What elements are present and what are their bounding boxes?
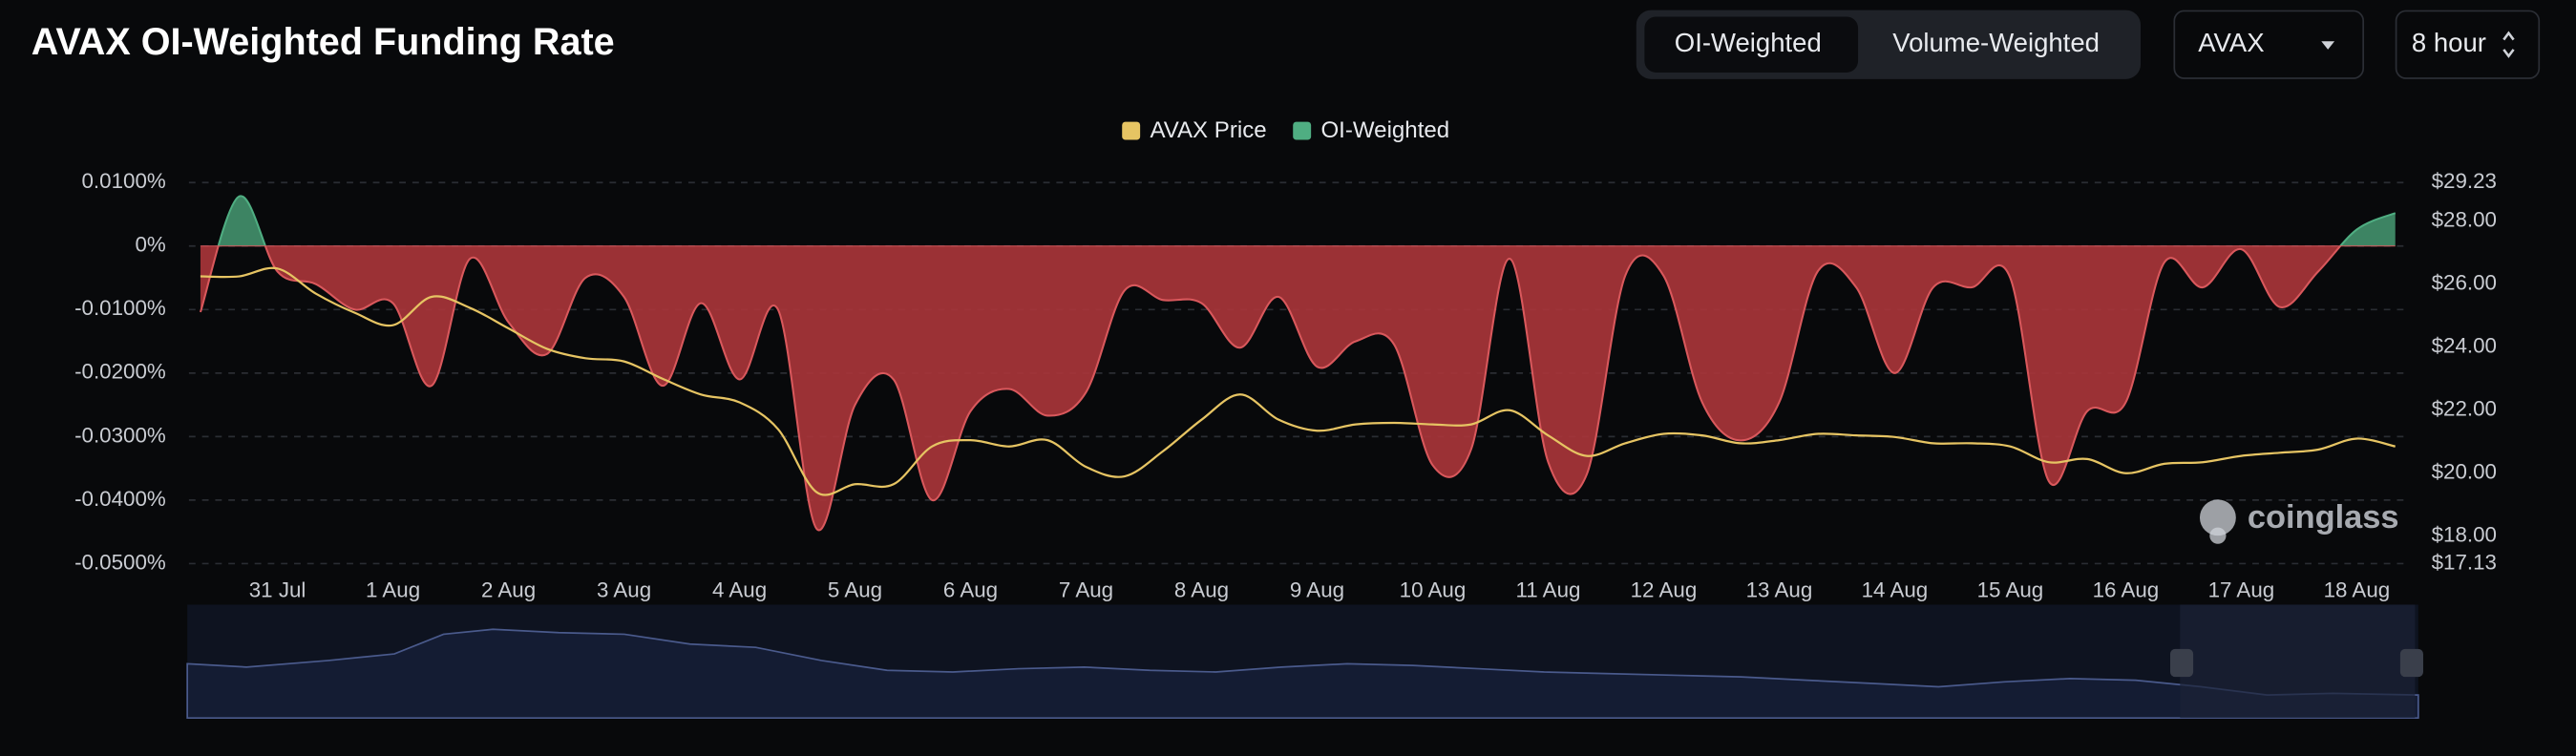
- watermark-logo: [2209, 527, 2227, 544]
- y-tick-label: -0.0100%: [74, 296, 166, 320]
- y2-tick-label: $17.13: [2432, 550, 2497, 574]
- line-negative: [199, 245, 2342, 532]
- y-tick-label: -0.0400%: [74, 487, 166, 511]
- navigator-handle[interactable]: [2399, 648, 2423, 678]
- interval-select-text: 8 hour: [2412, 28, 2486, 57]
- page-title: AVAX OI-Weighted Funding Rate: [32, 21, 615, 63]
- tab[interactable]: OI-Weighted: [1675, 28, 1822, 57]
- navigator-handle[interactable]: [2169, 648, 2194, 678]
- x-tick-label: 16 Aug: [2093, 578, 2160, 602]
- interval-select[interactable]: [2395, 10, 2541, 79]
- plot-area: 0.0100% 0% -0.0100% -0.0200% -0.0300% -0.0400…: [74, 117, 2497, 601]
- y-tick-label: 0.0100%: [82, 169, 166, 193]
- y2-tick-label: $20.00: [2432, 460, 2497, 484]
- x-tick-label: 1 Aug: [366, 578, 420, 602]
- x-tick-label: 13 Aug: [1746, 578, 1813, 602]
- x-tick-label: 12 Aug: [1631, 578, 1698, 602]
- x-tick-label: 10 Aug: [1400, 578, 1467, 602]
- navigator: [186, 604, 2423, 720]
- tab-active-bg: [1644, 16, 1859, 73]
- x-tick-label: 31 Jul: [249, 578, 306, 602]
- x-tick-label: 15 Aug: [1977, 578, 2044, 602]
- x-tick-label: 18 Aug: [2324, 578, 2391, 602]
- y2-tick-label: $22.00: [2432, 397, 2497, 421]
- watermark-logo: [2199, 499, 2236, 536]
- price-line: [200, 266, 2396, 496]
- y-tick-label: -0.0200%: [74, 360, 166, 384]
- y-tick-label: -0.0300%: [74, 423, 166, 447]
- y2-tick-label: $28.00: [2432, 208, 2497, 232]
- y2-tick-label: $18.00: [2432, 523, 2497, 547]
- y-tick-label: 0%: [135, 233, 165, 257]
- x-tick-label: 14 Aug: [1862, 578, 1929, 602]
- x-tick-label: 17 Aug: [2208, 578, 2275, 602]
- legend-swatch: [1122, 121, 1141, 140]
- coin-select-text: AVAX: [2198, 28, 2264, 57]
- x-tick-label: 3 Aug: [597, 578, 651, 602]
- coin-select[interactable]: [2173, 10, 2365, 79]
- x-tick-label: 11 Aug: [1515, 578, 1580, 602]
- dropdown-caret: [2321, 41, 2335, 50]
- tab[interactable]: Volume-Weighted: [1892, 28, 2100, 57]
- watermark: coinglass: [2199, 499, 2399, 544]
- navigator-selection[interactable]: [2180, 604, 2416, 719]
- x-tick-label: 9 Aug: [1290, 578, 1344, 602]
- x-tick-label: 2 Aug: [481, 578, 536, 602]
- x-tick-label: 5 Aug: [828, 578, 882, 602]
- stepper-icon: [2502, 31, 2515, 58]
- legend-swatch: [1293, 121, 1312, 140]
- x-tick-label: 7 Aug: [1059, 578, 1113, 602]
- x-tick-label: 8 Aug: [1174, 578, 1229, 602]
- y2-tick-label: $26.00: [2432, 271, 2497, 295]
- y2-tick-label: $29.23: [2432, 169, 2497, 193]
- x-tick-label: 6 Aug: [943, 578, 998, 602]
- legend-label: OI-Weighted: [1320, 117, 1449, 143]
- area-negative: [200, 245, 2396, 531]
- watermark-text: coinglass: [2248, 499, 2399, 536]
- y-tick-label: -0.0500%: [74, 550, 166, 574]
- y2-tick-label: $24.00: [2432, 334, 2497, 358]
- x-tick-label: 4 Aug: [712, 578, 767, 602]
- legend-label: AVAX Price: [1150, 117, 1266, 143]
